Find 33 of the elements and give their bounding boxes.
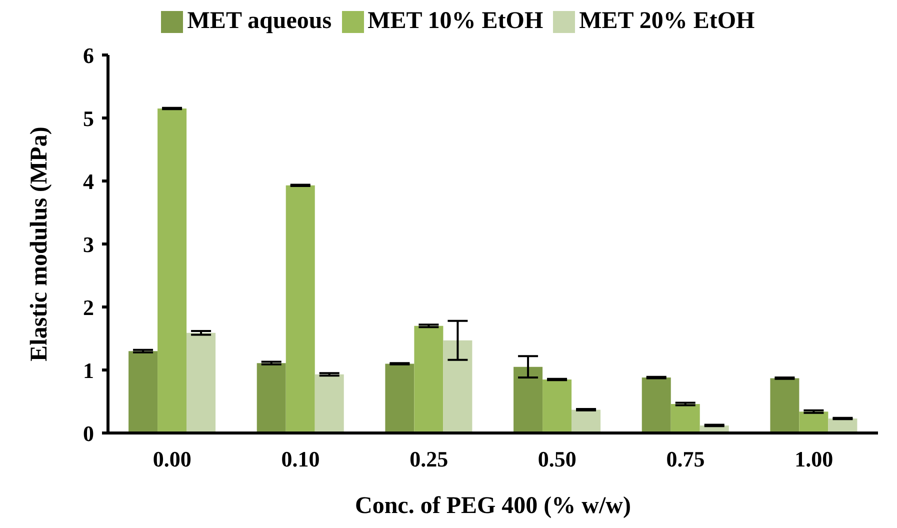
- x-tick-label: 0.00: [152, 446, 192, 472]
- y-tick-label: 4: [83, 168, 94, 194]
- y-tick-label: 1: [83, 358, 94, 383]
- y-tick-label: 5: [83, 106, 94, 131]
- bar: [414, 326, 444, 433]
- y-tick-label: 2: [83, 294, 94, 320]
- y-axis-title: Elastic modulus (MPa): [26, 126, 53, 362]
- x-tick-label: 0.25: [410, 446, 448, 472]
- bar: [514, 366, 543, 433]
- bar: [314, 374, 344, 433]
- bar: [542, 379, 572, 433]
- bar: [186, 332, 216, 433]
- bar: [443, 340, 472, 433]
- bar: [770, 378, 800, 433]
- bar: [670, 404, 700, 433]
- bar: [799, 412, 828, 433]
- bar: [128, 351, 158, 433]
- legend-label: MET 20% EtOH: [579, 8, 755, 34]
- x-tick-label: 0.10: [281, 446, 320, 472]
- x-tick-label: 0.50: [538, 446, 576, 472]
- y-tick-label: 3: [83, 232, 94, 257]
- bar: [286, 185, 315, 433]
- y-tick-label: 6: [83, 42, 94, 68]
- bar: [385, 364, 414, 433]
- y-tick-label: 0: [83, 420, 94, 446]
- bar: [158, 108, 187, 433]
- x-tick-label: 1.00: [794, 446, 834, 472]
- bar: [642, 378, 671, 433]
- x-tick-label: 0.75: [666, 446, 705, 472]
- x-axis-title: Conc. of PEG 400 (% w/w): [355, 493, 631, 519]
- legend-label: MET aqueous: [187, 8, 332, 34]
- bar: [256, 363, 286, 433]
- legend-label: MET 10% EtOH: [368, 8, 544, 34]
